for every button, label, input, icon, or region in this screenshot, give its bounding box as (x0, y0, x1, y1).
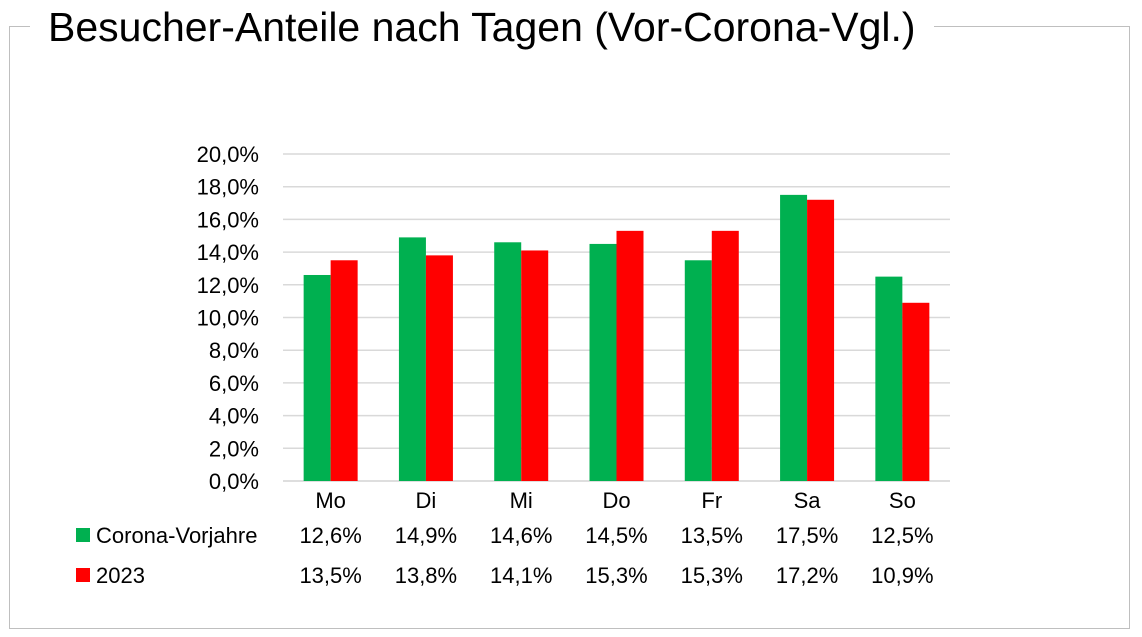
bar-series-2023 (807, 199, 835, 481)
data-label: 10,9% (871, 563, 933, 588)
bar-corona-vorjahre (684, 260, 712, 481)
y-tick-label: 8,0% (209, 338, 259, 363)
bar-series-2023 (902, 302, 930, 481)
bar-series-2023 (521, 250, 549, 481)
y-tick-label: 14,0% (197, 240, 259, 265)
data-label: 14,5% (585, 523, 647, 548)
x-tick-label: Mo (315, 488, 346, 513)
chart-title: Besucher-Anteile nach Tagen (Vor-Corona-… (30, 0, 934, 54)
data-label: 14,6% (490, 523, 552, 548)
data-label: 13,5% (299, 563, 361, 588)
bar-series-2023 (330, 260, 358, 481)
data-label: 17,2% (776, 563, 838, 588)
y-axis: 0,0% 2,0% 4,0% 6,0% 8,0% 10,0% 12,0% 14,0% 16,0%… (197, 142, 259, 494)
data-label: 15,3% (681, 563, 743, 588)
y-tick-label: 12,0% (197, 273, 259, 298)
data-label: 17,5% (776, 523, 838, 548)
y-tick-label: 6,0% (209, 371, 259, 396)
data-label: 13,5% (681, 523, 743, 548)
legend-swatch (76, 528, 90, 542)
bar-series-2023 (425, 255, 453, 481)
y-tick-label: 0,0% (209, 469, 259, 494)
legend-label: 2023 (96, 563, 145, 588)
legend-swatch (76, 568, 90, 582)
bar-corona-vorjahre (589, 243, 617, 481)
data-label: 14,9% (395, 523, 457, 548)
bar-series-2023 (711, 230, 739, 481)
legend-label: Corona-Vorjahre (96, 523, 257, 548)
y-tick-label: 4,0% (209, 404, 259, 429)
x-tick-label: Mi (510, 488, 533, 513)
x-axis: Mo Di Mi Do Fr Sa So (315, 488, 915, 513)
y-tick-label: 20,0% (197, 142, 259, 167)
bars (303, 194, 930, 481)
bar-corona-vorjahre (494, 242, 522, 481)
bar-corona-vorjahre (875, 276, 903, 481)
x-tick-label: Di (416, 488, 437, 513)
y-tick-label: 10,0% (197, 306, 259, 331)
bar-series-2023 (616, 230, 644, 481)
y-tick-label: 18,0% (197, 175, 259, 200)
data-label: 12,5% (871, 523, 933, 548)
data-table: Corona-Vorjahre 12,6% 14,9% 14,6% 14,5% 13,5%… (76, 523, 934, 588)
data-label: 12,6% (299, 523, 361, 548)
y-tick-label: 2,0% (209, 436, 259, 461)
bar-corona-vorjahre (780, 194, 808, 481)
y-tick-label: 16,0% (197, 207, 259, 232)
data-label: 14,1% (490, 563, 552, 588)
bar-corona-vorjahre (398, 237, 426, 481)
data-label: 13,8% (395, 563, 457, 588)
x-tick-label: So (889, 488, 916, 513)
x-tick-label: Sa (794, 488, 822, 513)
x-tick-label: Do (602, 488, 630, 513)
data-label: 15,3% (585, 563, 647, 588)
bar-corona-vorjahre (303, 274, 331, 481)
x-tick-label: Fr (701, 488, 722, 513)
